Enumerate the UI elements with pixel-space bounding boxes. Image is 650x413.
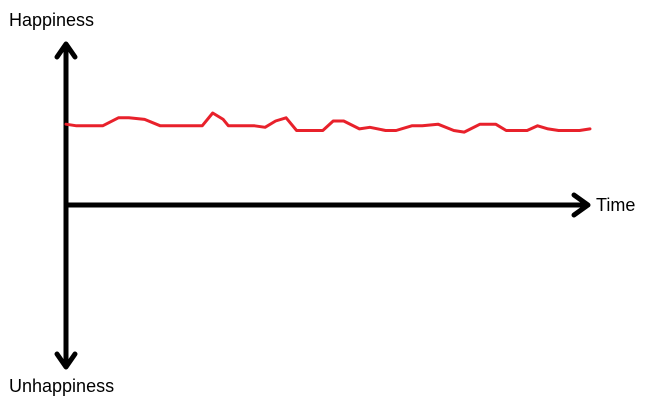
happiness-series-line bbox=[64, 111, 592, 134]
y-axis-label-top: Happiness bbox=[9, 10, 94, 30]
y-axis-bottom-arrowhead bbox=[54, 351, 78, 370]
x-axis-label: Time bbox=[596, 195, 635, 215]
y-axis-label-bottom: Unhappiness bbox=[9, 376, 114, 396]
y-axis-top-arrowhead bbox=[54, 41, 78, 60]
x-axis-arrowhead bbox=[571, 192, 591, 218]
